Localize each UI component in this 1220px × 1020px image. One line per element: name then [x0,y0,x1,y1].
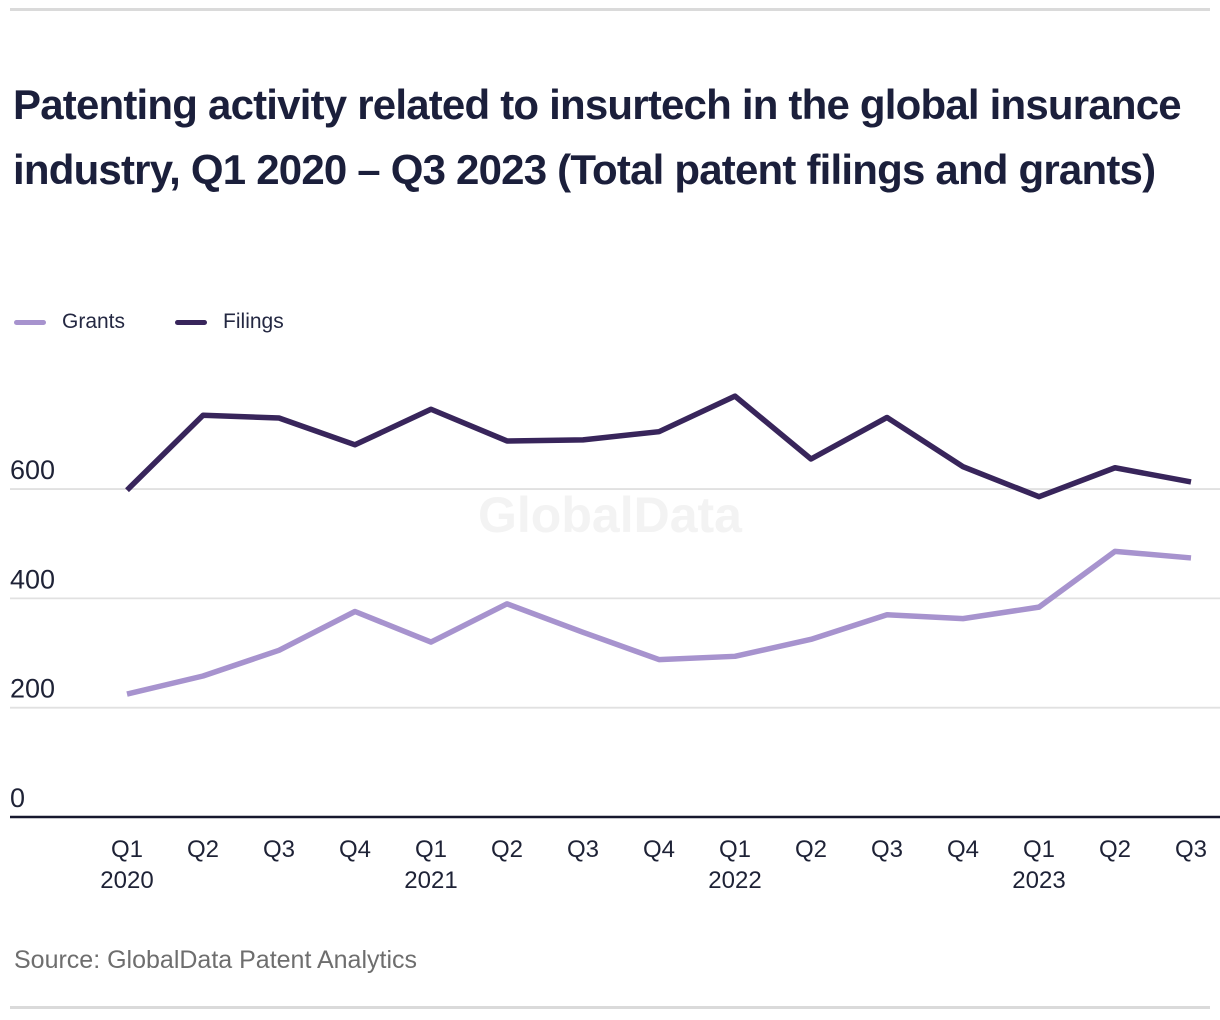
x-tick-year: 2023 [1012,867,1066,894]
source-note: Source: GlobalData Patent Analytics [14,946,418,974]
legend-item-grants: Grants [14,310,125,334]
top-divider [10,8,1210,11]
x-tick-quarter: Q1 [414,836,448,863]
x-tick-quarter: Q4 [946,836,980,863]
x-tick-year: 2020 [100,867,154,894]
legend-label-filings: Filings [223,310,284,333]
legend: Grants Filings [14,310,284,334]
x-tick-quarter: Q4 [642,836,676,863]
legend-label-grants: Grants [62,310,126,333]
y-tick-label: 400 [10,564,55,594]
filings-line-swatch-icon [175,319,208,325]
x-tick-quarter: Q3 [870,836,904,863]
x-tick-quarter: Q1 [718,836,752,863]
x-tick-quarter: Q3 [566,836,600,863]
bottom-divider [10,1006,1210,1009]
x-tick-quarter: Q2 [1098,836,1132,863]
x-axis-labels: Q1 Q2 Q3 Q4 Q1 Q2 Q3 Q4 Q1 Q2 Q3 Q4 Q1 Q2 Q3 2020 2021 20… [0,836,1220,900]
series-line-grants [126,548,1192,697]
x-tick-year: 2022 [708,867,762,894]
x-tick-year: 2021 [404,867,458,894]
x-tick-quarter: Q2 [490,836,524,863]
y-tick-label: 0 [10,783,25,813]
x-tick-quarter: Q1 [110,836,144,863]
series-line-filings [125,393,1192,500]
x-tick-quarter: Q1 [1022,836,1056,863]
grants-line-swatch-icon [14,319,46,325]
chart-title: Patenting activity related to insurtech … [13,81,1182,194]
y-tick-label: 200 [10,674,55,704]
x-tick-quarter: Q3 [262,836,296,863]
y-tick-label: 600 [10,455,55,485]
watermark: GlobalData [478,487,742,543]
chart-svg: 0 200 400 600 [10,393,1220,819]
legend-item-filings: Filings [175,310,284,334]
x-tick-quarter: Q2 [186,836,220,863]
x-tick-quarter: Q2 [794,836,828,863]
x-tick-quarter: Q4 [338,836,372,863]
x-tick-quarter: Q3 [1174,836,1208,863]
